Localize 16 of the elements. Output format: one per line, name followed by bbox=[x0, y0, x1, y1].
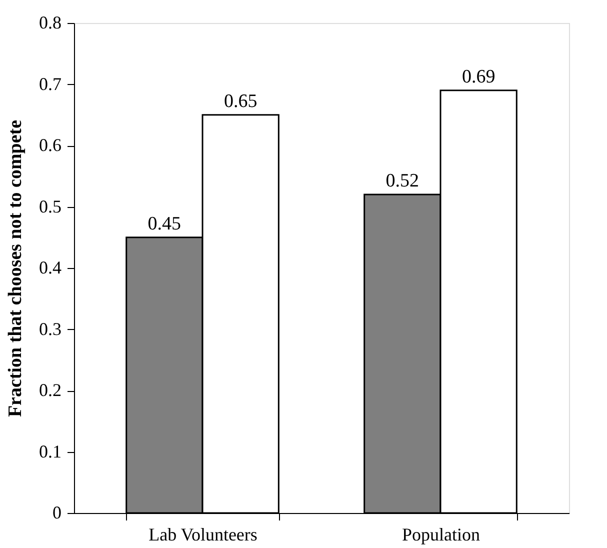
y-tick-label: 0.2 bbox=[39, 380, 62, 400]
data-label: 0.45 bbox=[148, 213, 182, 234]
data-label: 0.52 bbox=[386, 170, 420, 192]
y-tick-label: 0.8 bbox=[39, 12, 62, 32]
x-tick-label: Population bbox=[402, 524, 480, 544]
y-tick-label: 0.5 bbox=[39, 196, 62, 216]
x-tick-label: Lab Volunteers bbox=[148, 524, 258, 544]
data-label: 0.65 bbox=[224, 90, 258, 112]
y-tick-label: 0.1 bbox=[39, 441, 62, 462]
y-axis-title: Fraction that chooses not to compete bbox=[5, 120, 26, 418]
y-tick-label: 0.3 bbox=[39, 318, 62, 339]
data-label: 0.69 bbox=[462, 66, 496, 88]
y-tick-label: 0.4 bbox=[39, 258, 62, 278]
y-tick-label: 0.6 bbox=[39, 135, 62, 155]
y-tick-label: 0.7 bbox=[39, 74, 62, 94]
y-tick-label: 0 bbox=[52, 502, 62, 522]
